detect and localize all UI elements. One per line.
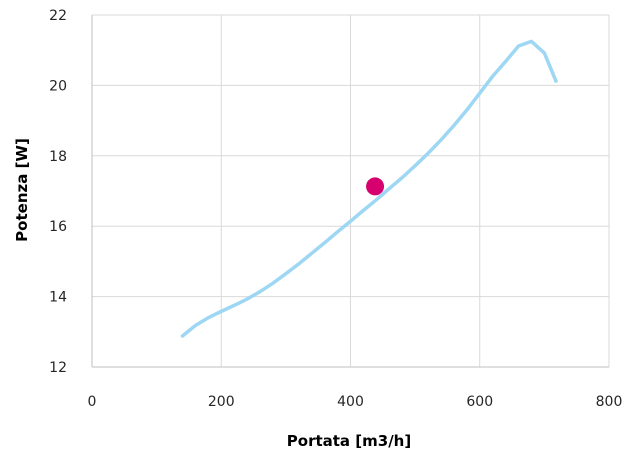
y-tick-label: 16 <box>49 219 67 235</box>
highlight-point <box>366 177 385 196</box>
x-tick-label: 800 <box>596 394 623 410</box>
y-tick-label: 22 <box>49 8 67 24</box>
y-tick-label: 18 <box>49 149 67 165</box>
x-tick-label: 0 <box>88 394 97 410</box>
y-tick-label: 20 <box>49 78 67 94</box>
y-axis-title: Potenza [W] <box>13 138 31 242</box>
y-tick-label: 14 <box>49 290 67 306</box>
tick-layer: 12 14 16 18 20 22 0 200 400 600 800 <box>49 8 622 410</box>
x-tick-label: 400 <box>337 394 364 410</box>
grid-layer <box>92 14 610 367</box>
series-line <box>180 39 558 338</box>
x-axis-title: Portata [m3/h] <box>287 432 411 450</box>
point-layer <box>366 177 385 196</box>
axis-layer <box>91 15 609 368</box>
y-tick-label: 12 <box>49 360 67 376</box>
series-layer <box>180 39 558 338</box>
x-tick-label: 600 <box>466 394 493 410</box>
x-tick-label: 200 <box>208 394 235 410</box>
